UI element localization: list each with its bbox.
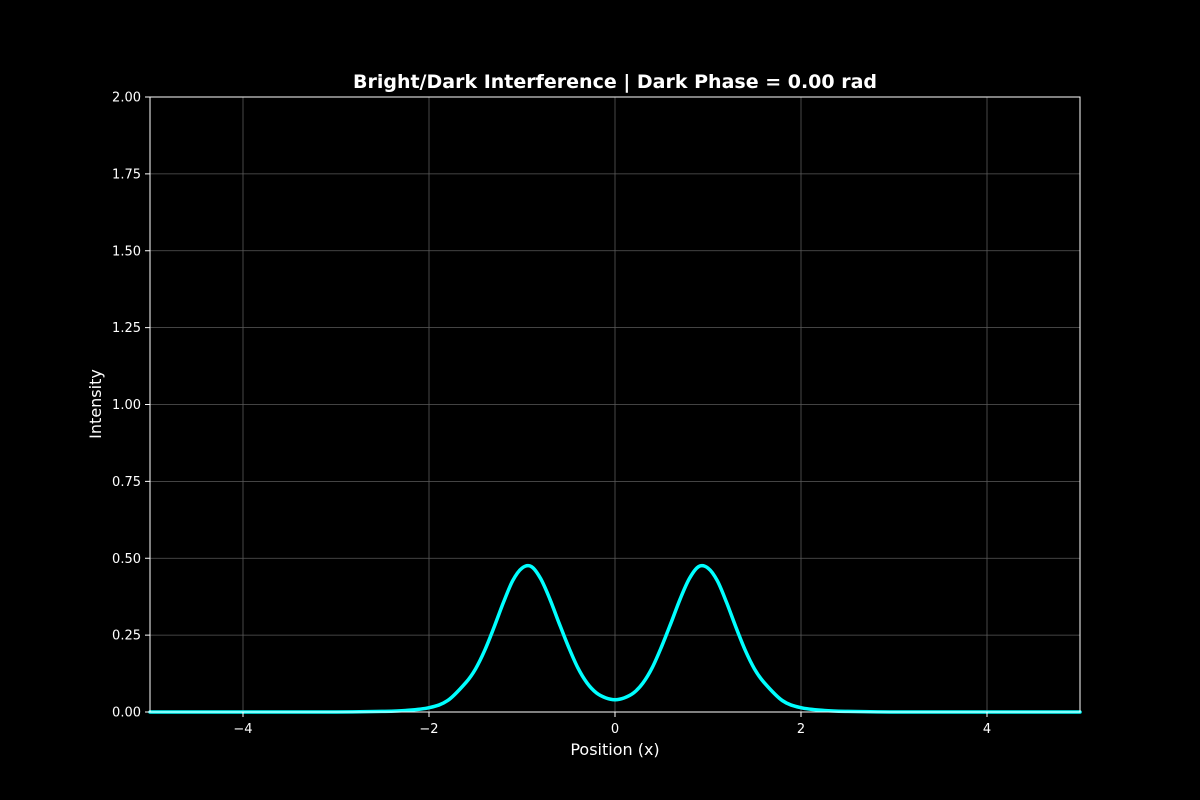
x-tick-label: 2 xyxy=(797,722,805,737)
y-tick-label: 1.25 xyxy=(112,321,141,336)
chart-title: Bright/Dark Interference | Dark Phase = … xyxy=(353,71,877,93)
axis-ticks: −4 −2 0 2 4 0.00 0.25 0.50 0.75 1.00 1.25 1.50 1.75 2… xyxy=(112,91,991,738)
y-tick-label: 1.00 xyxy=(112,398,141,413)
y-tick-label: 0.75 xyxy=(112,475,141,490)
x-axis-label: Position (x) xyxy=(570,740,659,759)
x-tick-label: 4 xyxy=(983,722,991,737)
y-axis-label: Intensity xyxy=(86,369,105,439)
y-tick-label: 0.25 xyxy=(112,629,141,644)
plot-series xyxy=(148,563,1082,714)
y-tick-label: 0.00 xyxy=(112,706,141,721)
y-tick-label: 0.50 xyxy=(112,552,141,567)
y-tick-label: 1.50 xyxy=(112,244,141,259)
x-tick-label: −2 xyxy=(419,722,438,737)
intensity-line xyxy=(148,563,1082,714)
x-tick-label: 0 xyxy=(611,722,619,737)
y-tick-label: 1.75 xyxy=(112,167,141,182)
y-tick-label: 2.00 xyxy=(112,91,141,106)
x-tick-label: −4 xyxy=(233,722,252,737)
